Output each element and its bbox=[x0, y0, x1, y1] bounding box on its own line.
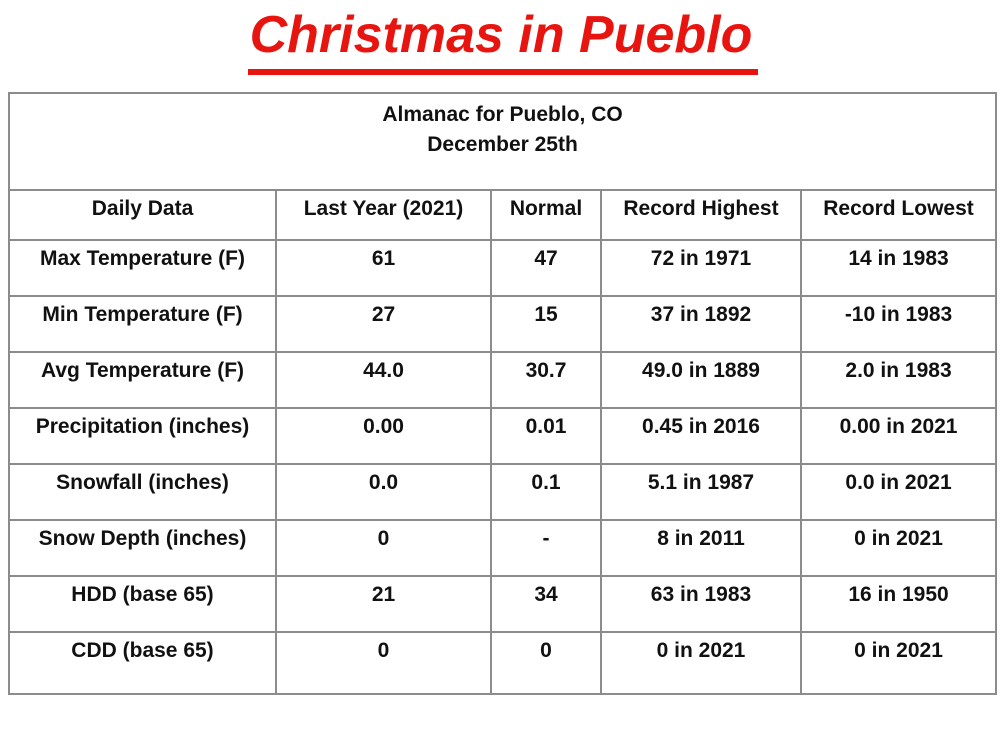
table-header-row: Daily Data Last Year (2021) Normal Recor… bbox=[8, 188, 998, 241]
value-last-year: 0.0 bbox=[275, 462, 492, 521]
value-last-year: 0 bbox=[275, 630, 492, 695]
value-last-year: 61 bbox=[275, 238, 492, 297]
table-row-snowfall: Snowfall (inches) 0.0 0.1 5.1 in 1987 0.… bbox=[8, 462, 998, 521]
value-record-highest: 5.1 in 1987 bbox=[600, 462, 802, 521]
value-last-year: 44.0 bbox=[275, 350, 492, 409]
column-header-normal: Normal bbox=[490, 188, 602, 241]
value-record-lowest: 0.00 in 2021 bbox=[799, 406, 998, 465]
almanac-table: Almanac for Pueblo, CO December 25th Dai… bbox=[7, 91, 998, 695]
value-record-highest: 72 in 1971 bbox=[600, 238, 802, 297]
row-label: CDD (base 65) bbox=[8, 630, 277, 695]
value-last-year: 27 bbox=[275, 294, 492, 353]
column-header-last-year: Last Year (2021) bbox=[275, 188, 492, 241]
table-row-hdd: HDD (base 65) 21 34 63 in 1983 16 in 195… bbox=[8, 574, 998, 633]
table-caption-line1: Almanac for Pueblo, CO bbox=[382, 102, 623, 126]
row-label: Min Temperature (F) bbox=[8, 294, 277, 353]
row-label: Avg Temperature (F) bbox=[8, 350, 277, 409]
value-record-lowest: 0.0 in 2021 bbox=[799, 462, 998, 521]
value-record-highest: 37 in 1892 bbox=[600, 294, 802, 353]
value-normal: 30.7 bbox=[490, 350, 602, 409]
column-header-daily-data: Daily Data bbox=[8, 188, 277, 241]
value-last-year: 0.00 bbox=[275, 406, 492, 465]
row-label: Precipitation (inches) bbox=[8, 406, 277, 465]
value-normal: 0 bbox=[490, 630, 602, 695]
value-last-year: 0 bbox=[275, 518, 492, 577]
value-normal: - bbox=[490, 518, 602, 577]
table-row-cdd: CDD (base 65) 0 0 0 in 2021 0 in 2021 bbox=[8, 630, 998, 695]
value-record-lowest: 14 in 1983 bbox=[799, 238, 998, 297]
table-caption-line2: December 25th bbox=[427, 133, 578, 157]
title-wrap: Christmas in Pueblo bbox=[0, 6, 1006, 75]
value-record-highest: 0 in 2021 bbox=[600, 630, 802, 695]
value-normal: 0.01 bbox=[490, 406, 602, 465]
row-label: Snowfall (inches) bbox=[8, 462, 277, 521]
value-record-highest: 49.0 in 1889 bbox=[600, 350, 802, 409]
page-title: Christmas in Pueblo bbox=[247, 6, 759, 75]
value-record-lowest: -10 in 1983 bbox=[799, 294, 998, 353]
table-row-min-temperature: Min Temperature (F) 27 15 37 in 1892 -10… bbox=[8, 294, 998, 353]
value-record-highest: 8 in 2011 bbox=[600, 518, 802, 577]
value-record-lowest: 2.0 in 1983 bbox=[799, 350, 998, 409]
value-normal: 15 bbox=[490, 294, 602, 353]
value-last-year: 21 bbox=[275, 574, 492, 633]
table-caption-cell: Almanac for Pueblo, CO December 25th bbox=[7, 91, 998, 191]
row-label: Snow Depth (inches) bbox=[8, 518, 277, 577]
value-normal: 34 bbox=[490, 574, 602, 633]
table-row-precipitation: Precipitation (inches) 0.00 0.01 0.45 in… bbox=[8, 406, 998, 465]
value-normal: 0.1 bbox=[490, 462, 602, 521]
table-row-snow-depth: Snow Depth (inches) 0 - 8 in 2011 0 in 2… bbox=[8, 518, 998, 577]
column-header-record-low: Record Lowest bbox=[799, 188, 998, 241]
value-record-lowest: 0 in 2021 bbox=[799, 630, 998, 695]
value-record-highest: 0.45 in 2016 bbox=[600, 406, 802, 465]
table-row-avg-temperature: Avg Temperature (F) 44.0 30.7 49.0 in 18… bbox=[8, 350, 998, 409]
table-row-max-temperature: Max Temperature (F) 61 47 72 in 1971 14 … bbox=[8, 238, 998, 297]
value-normal: 47 bbox=[490, 238, 602, 297]
column-header-record-high: Record Highest bbox=[600, 188, 802, 241]
table-caption-row: Almanac for Pueblo, CO December 25th bbox=[7, 91, 998, 191]
row-label: HDD (base 65) bbox=[8, 574, 277, 633]
value-record-lowest: 0 in 2021 bbox=[799, 518, 998, 577]
value-record-highest: 63 in 1983 bbox=[600, 574, 802, 633]
row-label: Max Temperature (F) bbox=[8, 238, 277, 297]
value-record-lowest: 16 in 1950 bbox=[799, 574, 998, 633]
